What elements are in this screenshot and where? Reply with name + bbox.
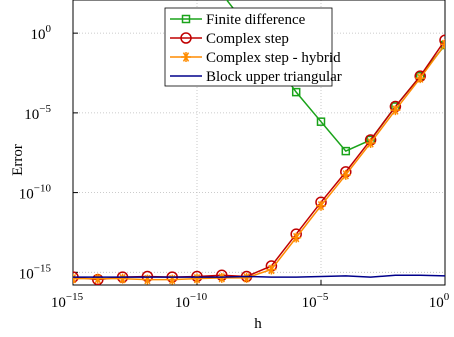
y-tick-label-exponent: −10 <box>34 183 52 195</box>
x-tick-label-base: 10 <box>51 295 66 311</box>
x-tick-label-base: 10 <box>302 295 317 311</box>
x-tick-label-exponent: −5 <box>317 291 329 303</box>
y-tick-label-exponent: −5 <box>39 103 51 115</box>
y-tick-label: 100 <box>31 23 52 43</box>
marker <box>291 232 302 243</box>
y-tick-label: 10−10 <box>19 183 52 203</box>
legend-box <box>164 7 333 87</box>
y-tick-label-exponent: 0 <box>46 23 52 35</box>
legend-marker <box>181 52 191 62</box>
x-tick-label: 10−15 <box>51 291 84 311</box>
x-tick-label-exponent: −15 <box>66 291 84 303</box>
legend-marker <box>181 14 191 24</box>
marker <box>167 274 178 285</box>
series-line <box>73 43 445 281</box>
marker <box>92 273 103 284</box>
y-tick-label-base: 10 <box>19 187 34 203</box>
marker <box>415 73 426 84</box>
marker <box>341 146 351 156</box>
legend-marker <box>180 32 192 44</box>
y-tick-label-base: 10 <box>19 266 34 282</box>
marker <box>340 169 351 180</box>
legend-label: Finite difference <box>206 12 306 28</box>
marker <box>142 274 153 285</box>
marker <box>192 273 202 284</box>
marker <box>117 273 128 284</box>
marker <box>241 272 252 283</box>
y-tick-label-base: 10 <box>31 27 46 43</box>
x-tick-label: 10−10 <box>175 291 208 311</box>
marker <box>365 137 376 148</box>
legend-label: Complex step <box>206 31 289 47</box>
x-axis-label: h <box>254 316 262 332</box>
y-axis-label: Error <box>10 144 26 176</box>
legend-label: Complex step - hybrid <box>206 50 341 66</box>
marker <box>291 87 301 97</box>
x-tick-label-base: 10 <box>429 295 444 311</box>
x-tick-label: 100 <box>429 291 450 311</box>
marker <box>266 264 277 275</box>
plot-frame <box>72 0 446 286</box>
series-line <box>73 274 445 278</box>
y-tick-label-base: 10 <box>24 107 39 123</box>
x-tick-label-base: 10 <box>175 295 190 311</box>
marker <box>316 117 326 126</box>
x-tick-label: 10−5 <box>302 291 329 311</box>
y-tick-label: 10−5 <box>24 103 51 123</box>
marker <box>390 105 401 116</box>
marker <box>439 34 445 46</box>
x-tick-label-exponent: −10 <box>190 291 208 303</box>
marker <box>316 200 326 211</box>
x-tick-label-exponent: 0 <box>444 291 450 303</box>
legend-label: Block upper triangular <box>206 69 342 85</box>
y-tick-label-exponent: −15 <box>34 262 52 274</box>
y-tick-label: 10−15 <box>19 262 52 282</box>
